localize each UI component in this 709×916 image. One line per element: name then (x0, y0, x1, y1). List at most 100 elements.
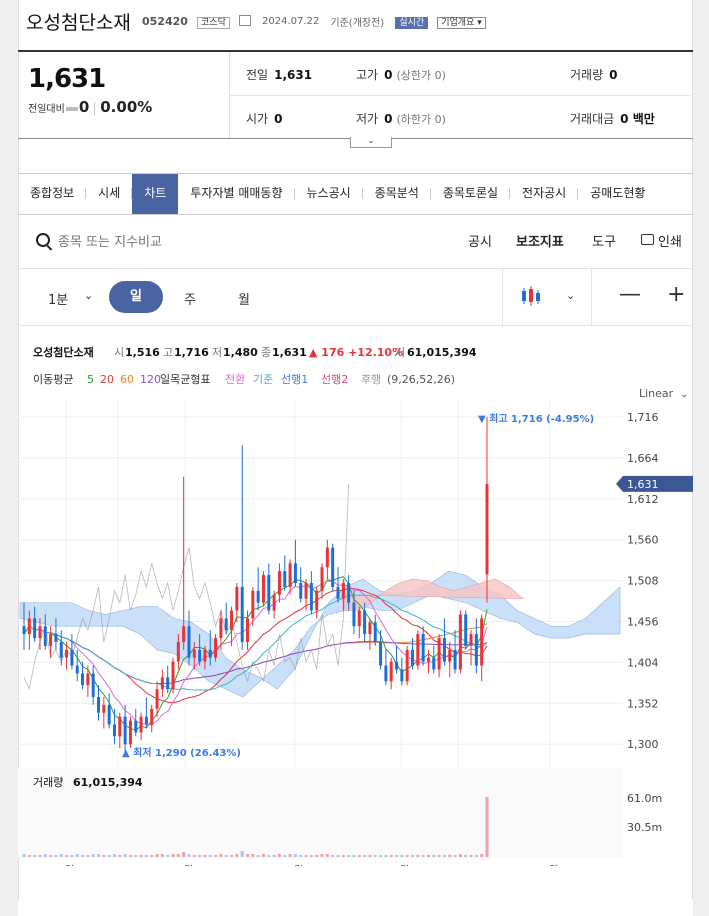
candle-body (410, 649, 414, 666)
legend-item: 시 (114, 346, 124, 359)
candle-body (251, 590, 255, 619)
candle-body (65, 649, 69, 658)
tab-discussion[interactable]: 종목토론실 (431, 174, 511, 214)
volume-bar (81, 855, 85, 857)
volume-bar (134, 855, 138, 857)
tab-news[interactable]: 뉴스공시 (295, 174, 363, 214)
candle-body (315, 590, 319, 611)
period-week-button[interactable]: 주 (184, 293, 196, 308)
period-day-button[interactable]: 일 (109, 281, 163, 313)
legend-item: 1,480 (223, 346, 258, 359)
price-tick: 1,560 (627, 534, 659, 547)
volume-bar (86, 855, 90, 857)
legend-item: 61,015,394 (407, 346, 477, 359)
price-tick: 1,612 (627, 493, 659, 506)
volume-bar (49, 855, 53, 857)
volume-bar (357, 855, 361, 857)
candle-body (176, 641, 180, 662)
expand-toggle-button[interactable]: ⌄ (350, 137, 392, 148)
candle-body (256, 590, 260, 603)
stock-page: 오성첨단소재 052420 코스닥 2024.07.22 기준(개장전) 실시간… (18, 0, 698, 916)
ma-period-5: 5 (87, 373, 94, 386)
zoom-in-button[interactable]: + (667, 282, 686, 307)
candle-body (267, 575, 271, 611)
flat-icon (65, 107, 78, 111)
candle-body (182, 626, 186, 642)
volume-bar (277, 854, 281, 857)
candle-body (405, 649, 409, 682)
candle-body (224, 618, 228, 631)
tab-chart[interactable]: 차트 (132, 174, 179, 214)
volume-bar (246, 854, 250, 857)
volume-bar (368, 855, 372, 857)
price-tick: 1,404 (627, 656, 659, 669)
candle-body (166, 677, 170, 690)
ichimoku-label: 일목균형표 (160, 372, 211, 386)
tab-bar: 종합정보 시세 차트 투자자별 매매동향 뉴스공시 종목분석 종목토론실 전자공… (18, 173, 693, 215)
search-icon (36, 233, 50, 247)
candle-body (118, 716, 122, 737)
volume-bar (325, 854, 329, 857)
stock-name[interactable]: 오성첨단소재 (26, 12, 131, 34)
volume-panel (18, 768, 623, 858)
candle-body (102, 704, 106, 713)
candle-body (219, 618, 223, 639)
ma-period-60: 60 (120, 373, 134, 386)
volume-bar (437, 855, 441, 857)
volume-bar (208, 855, 212, 857)
candle-body (331, 547, 335, 587)
volume-bar (171, 854, 175, 857)
compare-search-input[interactable]: 종목 또는 지수비교 (58, 235, 162, 250)
candle-body (363, 610, 367, 635)
tab-overview[interactable]: 종합정보 (18, 174, 87, 214)
candle-body (155, 689, 159, 709)
price-summary: 1,631 전일대비 0 0.00% (28, 64, 228, 116)
tools-button[interactable]: 도구 (592, 235, 616, 250)
candlestick-icon[interactable] (520, 285, 544, 307)
volume-bar (320, 854, 324, 857)
tab-disclosure[interactable]: 전자공시 (510, 174, 579, 214)
candle-body (86, 673, 90, 686)
print-button[interactable]: 인쇄 (658, 235, 682, 250)
tab-quotes[interactable]: 시세 (86, 174, 133, 214)
legend-item: ▲ 176 +12.10% (309, 346, 403, 359)
volume-bar (458, 854, 462, 857)
volume-bar (288, 854, 292, 857)
calendar-icon (238, 15, 251, 26)
chart-canvas[interactable]: 오성첨단소재 시 1,516 고 1,716 저 1,480 종 1,631 ▲ 176 +12.… (18, 326, 698, 877)
candle-body (33, 618, 37, 639)
period-month-button[interactable]: 월 (238, 293, 250, 308)
zoom-out-button[interactable]: — (619, 282, 641, 307)
period-selector: 1분 ⌄ 일 주 월 ⌄ — + (18, 269, 693, 326)
volume-bar (123, 854, 127, 857)
tab-analysis[interactable]: 종목분석 (363, 174, 432, 214)
candle-body (49, 634, 53, 646)
candle-body (107, 704, 111, 725)
volume-bar (27, 855, 31, 857)
quote-date: 2024.07.22 (262, 16, 320, 27)
stock-chart[interactable]: 오성첨단소재 시 1,516 고 1,716 저 1,480 종 1,631 ▲ 176 +12.… (18, 326, 698, 877)
company-overview-dropdown[interactable]: 기업개요 ▾ (437, 17, 486, 29)
chart-type-dropdown-icon[interactable]: ⌄ (566, 289, 576, 302)
tab-investor-trading[interactable]: 투자자별 매매동향 (178, 174, 295, 214)
price-tick: 1,716 (627, 411, 659, 424)
minute-select[interactable]: 1분 (48, 293, 69, 308)
volume-label: 거래량 (33, 776, 63, 789)
chart-toolbar: 종목 또는 지수비교 공시 보조지표 도구 인쇄 (18, 214, 693, 269)
volume-bar (373, 855, 377, 857)
notice-button[interactable]: 공시 (468, 235, 492, 250)
indicator-button[interactable]: 보조지표 (516, 235, 564, 250)
candle-body (309, 582, 313, 611)
candle-body (293, 563, 297, 583)
candle-body (464, 614, 468, 646)
chevron-down-icon[interactable]: ⌄ (84, 289, 94, 302)
chevron-down-icon: ▾ (477, 18, 482, 28)
volume-bar (224, 855, 228, 857)
realtime-button[interactable]: 실시간 (395, 17, 429, 29)
stock-header: 오성첨단소재 052420 코스닥 2024.07.22 기준(개장전) 실시간… (26, 8, 686, 48)
stat-prev-close: 전일 1,631 (246, 68, 313, 82)
candle-body (123, 716, 127, 745)
tab-short-selling[interactable]: 공매도현황 (590, 186, 646, 200)
max-label: ▼ 최고 1,716 (-4.95%) (478, 412, 594, 425)
x-tick: 7월 (392, 864, 409, 866)
